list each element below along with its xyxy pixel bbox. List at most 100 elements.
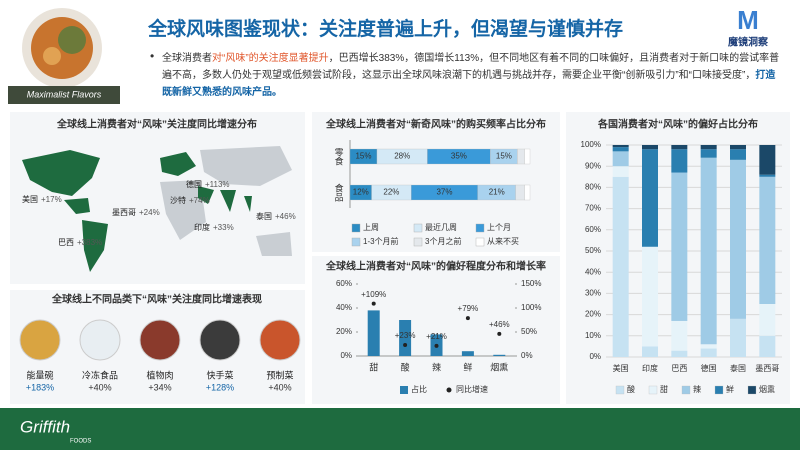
title: 全球风味图鉴现状：关注度普遍上升，但渴望与谨慎并存	[147, 17, 623, 40]
bar	[461, 351, 474, 356]
category-growth: +34%	[148, 382, 171, 392]
column-segment	[671, 350, 688, 357]
column-segment	[671, 320, 688, 351]
country-name: 沙特	[170, 195, 186, 205]
column-segment	[642, 149, 658, 247]
map-saudi	[198, 186, 214, 204]
legend-swatch	[351, 237, 361, 247]
food-topping	[58, 26, 86, 54]
country-name: 墨西哥	[112, 208, 136, 217]
x-tick-label: 泰国	[730, 363, 746, 373]
map-africa	[160, 180, 206, 240]
legend-swatch	[413, 223, 423, 233]
column-segment	[700, 145, 717, 150]
category-growth: +183%	[26, 382, 54, 392]
value-label: +46%	[489, 320, 510, 329]
column-segment	[759, 304, 776, 336]
map-mexico	[64, 198, 90, 214]
map-thailand	[244, 196, 252, 212]
legend-label: 酸	[627, 384, 635, 394]
y-tick-label: 10%	[585, 331, 601, 340]
column-segment	[759, 145, 776, 175]
country-name: 印度	[194, 222, 210, 232]
column-segment	[759, 335, 776, 357]
summary-lead: 全球消费者	[162, 53, 212, 64]
summary-body: ，巴西增长383%，德国增长113%，但不同地区有着不同的口味偏好，且消费者对于…	[162, 53, 780, 81]
column-segment	[671, 172, 688, 321]
value-label: +23%	[395, 331, 416, 340]
column-segment	[642, 346, 658, 357]
x-tick-label: 印度	[642, 363, 658, 373]
x-tick-label: 酸	[401, 362, 410, 372]
column-segment	[759, 174, 776, 177]
growth-dot	[465, 316, 470, 321]
legend-label: 占比	[411, 384, 427, 394]
value-label: +79%	[458, 304, 479, 313]
chart-title: 全球线上消费者对“新奇风味”的购买频率占比分布	[325, 118, 546, 131]
column-segment	[612, 176, 629, 357]
value-label: 28%	[394, 152, 410, 161]
country-label: 印度 +33%	[194, 222, 234, 232]
y-tick-label: 90%	[585, 161, 601, 170]
value-label: 12%	[353, 188, 369, 197]
map-australia	[256, 232, 292, 256]
x-tick-label: 德国	[701, 363, 717, 373]
y-tick-label: 40%	[336, 303, 352, 312]
chart-title: 全球线上消费者对“风味”的偏好程度分布和增长率	[325, 260, 546, 273]
bar	[367, 310, 380, 356]
column-segment	[730, 149, 746, 160]
column-segment	[612, 166, 629, 177]
growth-dot	[497, 331, 502, 336]
country-label: 巴西 +383%	[58, 238, 102, 247]
category-growth: +40%	[88, 382, 111, 392]
map-europe	[160, 152, 196, 176]
bar-segment	[515, 184, 525, 201]
category-name: 冷冻食品	[82, 369, 118, 380]
category-name: 植物肉	[146, 369, 173, 380]
caption-band	[8, 86, 120, 104]
country-name: 巴西	[58, 238, 74, 247]
x-tick-label: 甜	[369, 361, 378, 372]
legend-swatch	[413, 237, 423, 247]
bar-segment	[517, 148, 525, 165]
country-name: 德国	[186, 179, 202, 189]
bullet: •	[150, 49, 155, 63]
map-north-america	[22, 150, 100, 196]
country-label: 泰国 +46%	[256, 211, 296, 221]
country-growth: +33%	[213, 223, 234, 232]
country-growth: +46%	[275, 212, 296, 221]
column-segment	[612, 147, 629, 152]
country-name: 美国	[22, 194, 38, 204]
panel-title: 全球线上不同品类下“风味”关注度同比增速表现	[51, 293, 262, 306]
x-tick-label: 巴西	[671, 364, 687, 373]
growth-dot	[403, 342, 408, 347]
country-growth: +74%	[189, 196, 210, 205]
y-tick-label: 80%	[585, 183, 601, 192]
map-asia	[200, 146, 292, 186]
legend-label: 上个月	[487, 223, 511, 232]
y2-tick-label: 100%	[521, 303, 541, 312]
bar-segment	[524, 184, 531, 201]
image-caption: Maximalist Flavors	[27, 89, 102, 99]
country-name: 泰国	[256, 211, 272, 221]
category-icon	[19, 319, 61, 361]
legend-label: 1-3个月前	[363, 236, 399, 246]
y-tick-label: 20%	[585, 310, 601, 319]
legend-swatch	[747, 385, 757, 395]
summary-conclusion: 打造既新鲜又熟悉的风味产品。	[162, 70, 776, 98]
y-tick-label: 60%	[336, 279, 352, 288]
map-india	[220, 190, 236, 212]
country-growth: +17%	[41, 195, 62, 204]
column-segment	[612, 145, 629, 148]
legend-swatch	[714, 385, 724, 395]
column-segment	[730, 159, 746, 319]
y-tick-label: 零食	[334, 147, 344, 166]
footer	[0, 408, 800, 450]
legend-swatch	[400, 386, 408, 394]
column-segment	[700, 344, 717, 349]
legend-label: 烟熏	[759, 385, 775, 394]
x-tick-label: 墨西哥	[755, 364, 779, 373]
column-segment	[671, 145, 688, 150]
